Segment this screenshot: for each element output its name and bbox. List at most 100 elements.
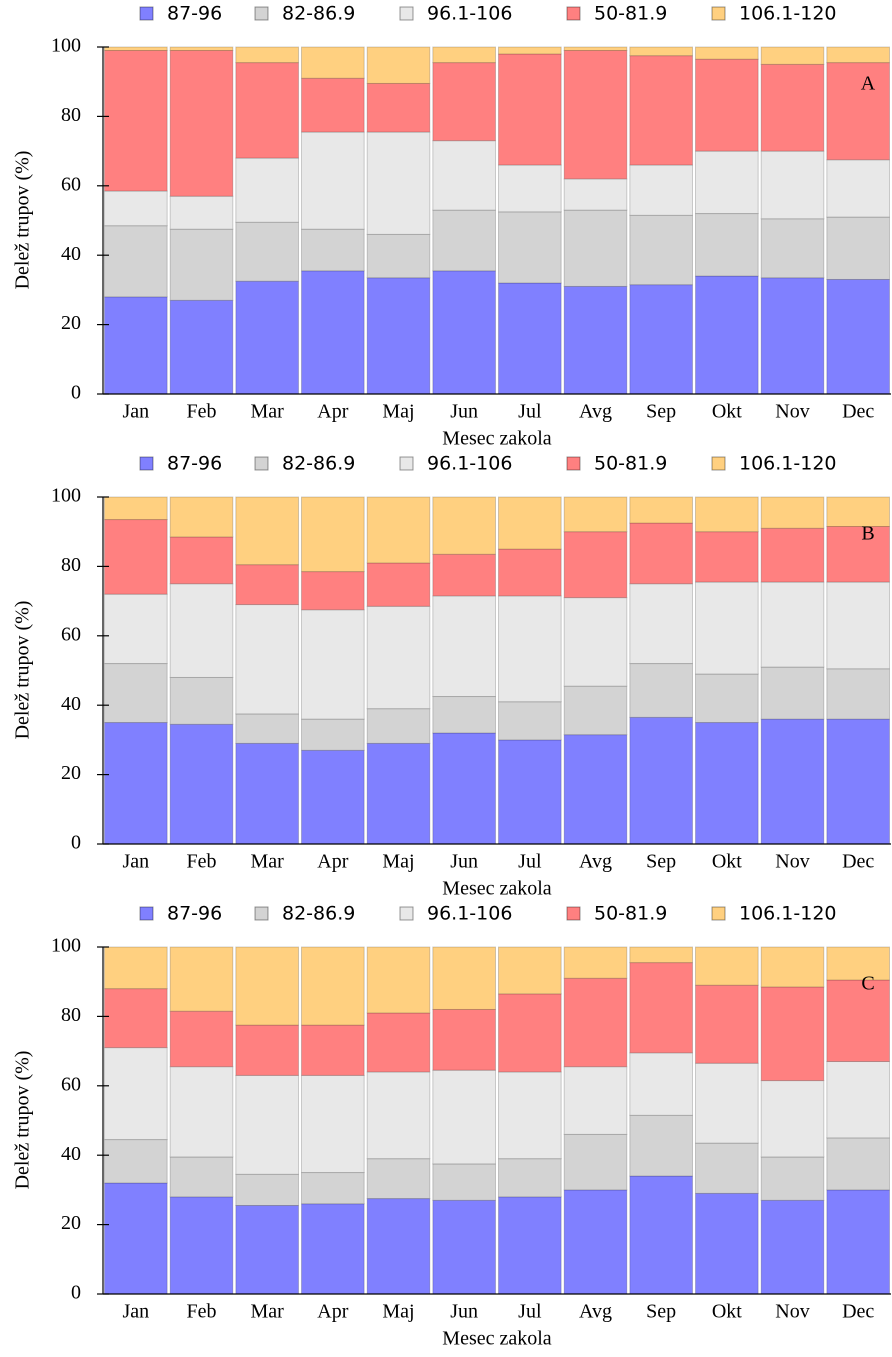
x-tick-label: Mar [251, 1301, 285, 1323]
legend-marker [139, 6, 154, 21]
legend-marker [254, 6, 269, 21]
x-tick-label: Mar [251, 401, 285, 423]
x-tick-label: Okt [712, 851, 742, 873]
bar-segment [629, 284, 693, 395]
bar-segment [301, 749, 365, 845]
y-tick-label: 0 [71, 382, 81, 404]
x-tick-label: Maj [382, 851, 414, 873]
legend-label: 87-96 [167, 3, 222, 25]
y-tick-label: 100 [51, 935, 81, 957]
x-tick-label: Maj [382, 401, 414, 423]
bar-segment [169, 1196, 234, 1295]
bar-segment [366, 233, 431, 279]
bar-segment [498, 701, 562, 741]
y-tick-label: 80 [61, 1004, 81, 1026]
x-tick-label: Feb [187, 1301, 217, 1323]
bar-segment [169, 946, 234, 1012]
bar-segment [629, 522, 693, 585]
bar-segment [235, 62, 299, 159]
bar-segment [169, 1010, 234, 1068]
bar-segment [629, 55, 693, 166]
bar-segment [563, 1066, 628, 1135]
bar-segment [563, 46, 628, 51]
x-tick-label: Avg [579, 401, 612, 423]
legend-marker [139, 456, 154, 471]
x-tick-label: Feb [187, 851, 217, 873]
y-tick-label: 20 [61, 762, 81, 784]
bar-segment [301, 270, 365, 395]
y-axis-label: Delež trupov (%) [12, 1051, 34, 1190]
legend-marker [566, 6, 581, 21]
bar-segment [498, 164, 562, 213]
x-tick-label: Dec [842, 851, 874, 873]
bar-segment [826, 979, 890, 1063]
bar-segment [169, 723, 234, 845]
bar-segment [826, 159, 890, 218]
bar-segment [695, 946, 759, 986]
legend-label: 96.1-106 [427, 903, 512, 925]
bar-segment [563, 946, 628, 979]
y-tick-label: 80 [61, 104, 81, 126]
bar-segment [498, 946, 562, 995]
panel-annotation: A [861, 73, 876, 95]
x-axis-label: Mesec zakola [442, 1328, 552, 1350]
bar-segment [826, 1189, 890, 1295]
bar-segment [432, 946, 497, 1010]
x-tick-label: Jul [518, 1301, 542, 1323]
bar-segment [169, 49, 234, 197]
bar-segment [104, 1047, 168, 1141]
x-axis-label: Mesec zakola [442, 428, 552, 450]
y-tick-label: 0 [71, 1282, 81, 1304]
legend-marker [254, 456, 269, 471]
legend-label: 106.1-120 [739, 453, 837, 475]
bar-segment [301, 77, 365, 133]
x-tick-label: Sep [646, 1301, 676, 1323]
y-tick-label: 20 [61, 312, 81, 334]
bar-segment [826, 718, 890, 845]
legend-label: 82-86.9 [282, 453, 355, 475]
bar-segment [366, 1071, 431, 1160]
x-tick-label: Sep [646, 851, 676, 873]
bar-segment [760, 150, 825, 220]
x-tick-label: Nov [775, 851, 809, 873]
bar-segment [563, 597, 628, 687]
bar-segment [629, 496, 693, 524]
y-tick-label: 40 [61, 1143, 81, 1165]
y-tick-label: 40 [61, 693, 81, 715]
legend-label: 87-96 [167, 453, 222, 475]
x-tick-label: Okt [712, 401, 742, 423]
x-tick-label: Jul [518, 401, 542, 423]
x-tick-label: Jun [450, 1301, 478, 1323]
bar-segment [498, 282, 562, 395]
bar-segment [301, 571, 365, 611]
bar-segment [629, 1175, 693, 1295]
bar-segment [235, 946, 299, 1026]
bar-segment [826, 581, 890, 670]
bar-segment [104, 722, 168, 845]
bar-segment [432, 46, 497, 64]
bar-segment [169, 536, 234, 585]
panel-annotation: C [861, 973, 874, 995]
y-axis-label: Delež trupov (%) [12, 151, 34, 290]
bar-segment [695, 213, 759, 277]
bar-segment [498, 496, 562, 550]
bar-segment [695, 275, 759, 395]
legend-marker [139, 906, 154, 921]
legend-marker [399, 6, 414, 21]
bar-segment [629, 663, 693, 718]
bar-segment [169, 46, 234, 51]
bar-segment [826, 46, 890, 64]
bar-segment [760, 277, 825, 395]
x-tick-label: Avg [579, 1301, 612, 1323]
bar-segment [760, 581, 825, 668]
legend-marker [711, 6, 726, 21]
bar-segment [760, 1199, 825, 1295]
bar-segment [498, 1196, 562, 1295]
legend-label: 106.1-120 [739, 3, 837, 25]
x-tick-label: Okt [712, 1301, 742, 1323]
bar-segment [366, 708, 431, 744]
bar-segment [498, 46, 562, 55]
bar-segment [366, 277, 431, 395]
bar-segment [366, 1158, 431, 1200]
bar-segment [760, 1156, 825, 1201]
